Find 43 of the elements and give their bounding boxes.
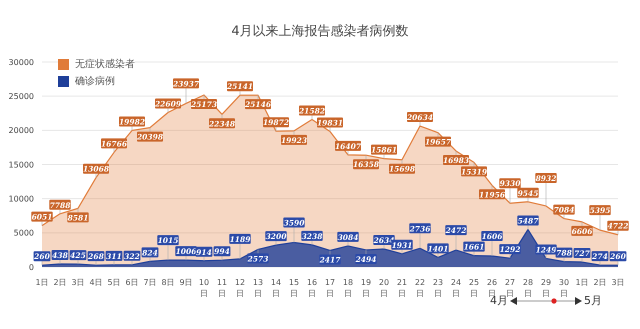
x-tick-label: 17日 [324, 278, 336, 298]
y-tick-label: 25000 [8, 92, 34, 102]
x-tick-label: 9日 [179, 278, 193, 287]
chart-title: 4月以来上海报告感染者病例数 [230, 23, 410, 40]
y-tick-label: 5000 [14, 228, 34, 238]
x-tick-label: 14日 [270, 278, 282, 298]
y-tick-label: 0 [28, 262, 34, 272]
legend-label: 确诊病例 [75, 74, 115, 89]
x-tick-label: 25日 [468, 278, 480, 298]
x-tick-label: 24日 [450, 278, 462, 298]
x-tick-label: 27日 [504, 278, 516, 298]
x-tick-label: 30日 [558, 278, 570, 298]
x-tick-label: 20日 [378, 278, 390, 298]
legend-label: 无症状感染者 [75, 58, 135, 72]
x-tick-label: 23日 [432, 278, 444, 298]
y-tick-label: 30000 [8, 58, 34, 67]
x-tick-label: 18日 [342, 278, 354, 298]
x-tick-label: 21日 [396, 278, 408, 298]
x-tick-label: 6日 [125, 278, 139, 287]
x-tick-label: 28日 [522, 278, 534, 298]
x-tick-label: 2日 [53, 278, 67, 287]
x-tick-label: 16日 [306, 278, 318, 298]
x-tick-label: 11日 [216, 278, 228, 298]
x-tick-label: 19日 [360, 278, 372, 298]
x-tick-label: 3日 [611, 278, 625, 287]
x-tick-label: 2日 [593, 278, 607, 287]
x-tick-label: 1日 [35, 278, 49, 287]
x-tick-label: 13日 [252, 278, 264, 298]
y-tick-label: 20000 [8, 126, 34, 136]
x-tick-label: 22日 [414, 278, 426, 298]
x-tick-label: 10日 [198, 278, 210, 298]
text: 5月 [584, 293, 602, 308]
y-tick-label: 10000 [8, 194, 34, 204]
x-tick-label: 5日 [107, 278, 121, 287]
x-tick-label: 12日 [234, 278, 246, 298]
x-tick-label: 1日 [575, 278, 589, 287]
x-tick-label: 7日 [143, 278, 157, 287]
x-tick-label: 15日 [288, 278, 300, 298]
x-tick-label: 4日 [89, 278, 103, 287]
x-tick-label: 29日 [540, 278, 552, 298]
x-tick-label: 8日 [161, 278, 175, 287]
y-tick-label: 15000 [8, 160, 34, 170]
x-tick-label: 3日 [71, 278, 85, 287]
